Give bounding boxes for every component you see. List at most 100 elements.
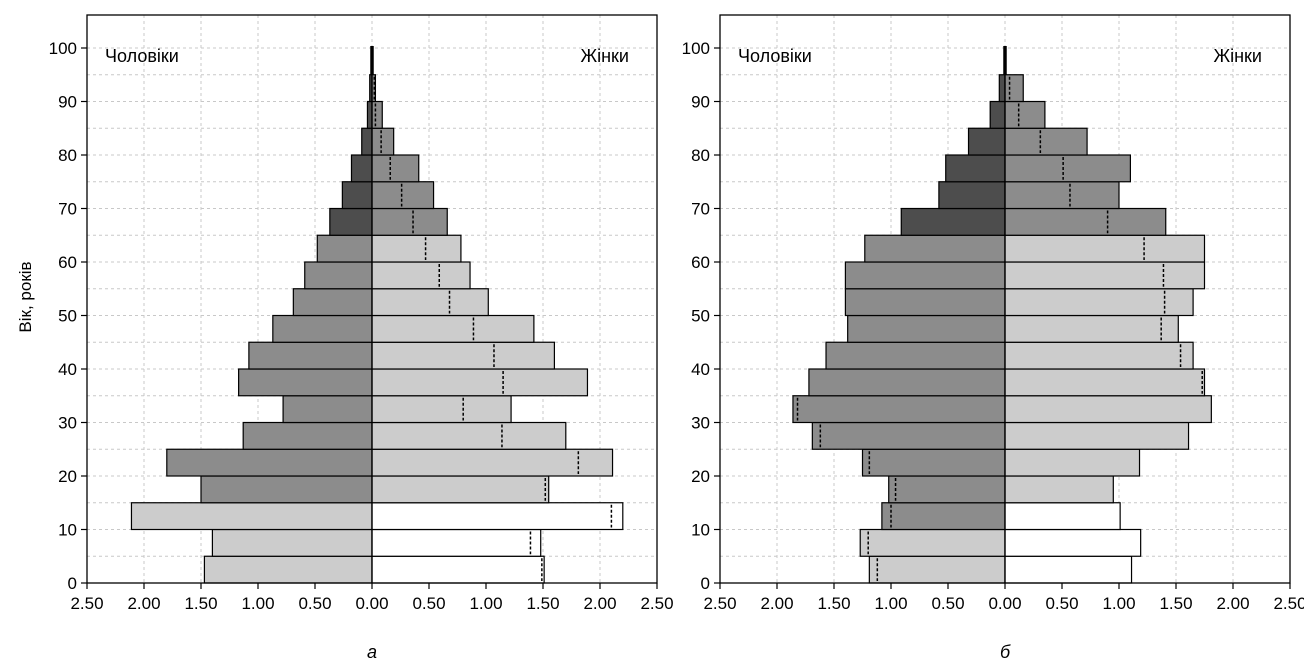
bar-women-85-89 bbox=[1004, 100, 1046, 129]
bar-women-5-9 bbox=[371, 528, 542, 557]
bar-women-30-34 bbox=[371, 395, 512, 424]
bar-women-90-94 bbox=[1004, 74, 1024, 103]
x-tick-label: 2.00 bbox=[1216, 594, 1249, 613]
y-tick-label: 30 bbox=[691, 414, 710, 433]
women-label: Жінки bbox=[581, 46, 630, 66]
bar-women-60-64 bbox=[1004, 234, 1206, 263]
x-tick-label: 2.00 bbox=[760, 594, 793, 613]
men-label: Чоловіки bbox=[738, 46, 812, 66]
y-tick-label: 90 bbox=[58, 93, 77, 112]
bar-men-85-89 bbox=[989, 100, 1006, 129]
bar-men-10-14 bbox=[881, 502, 1006, 531]
bar-men-70-74 bbox=[938, 181, 1006, 210]
x-tick-label: 1.00 bbox=[874, 594, 907, 613]
panel-caption: б bbox=[1000, 642, 1011, 662]
bar-men-5-9 bbox=[211, 528, 373, 557]
y-tick-label: 20 bbox=[58, 467, 77, 486]
bar-women-45-49 bbox=[371, 314, 535, 343]
bar-men-85-89 bbox=[366, 100, 373, 129]
y-tick-label: 70 bbox=[58, 200, 77, 219]
bar-men-80-84 bbox=[361, 127, 373, 156]
bar-men-90-94 bbox=[998, 74, 1006, 103]
bar-women-65-69 bbox=[1004, 207, 1167, 236]
bar-women-40-44 bbox=[371, 341, 555, 370]
bar-men-0-4 bbox=[868, 555, 1006, 584]
y-tick-label: 50 bbox=[58, 307, 77, 326]
y-tick-label: 0 bbox=[68, 574, 77, 593]
bar-men-60-64 bbox=[864, 234, 1006, 263]
bar-men-25-29 bbox=[811, 421, 1006, 450]
chart-panel-б: 0 10 20 30 40 50 60 70 80 90 100 2.50 2.00 1.50 1.00 0.… bbox=[682, 14, 1304, 662]
x-tick-label: 0.50 bbox=[298, 594, 331, 613]
bar-men-70-74 bbox=[341, 181, 373, 210]
bar-women-35-39 bbox=[371, 368, 589, 397]
y-tick-label: 70 bbox=[691, 200, 710, 219]
bar-women-25-29 bbox=[1004, 421, 1190, 450]
x-tick-label: 2.50 bbox=[70, 594, 103, 613]
bar-women-75-79 bbox=[371, 154, 420, 183]
bar-women-65-69 bbox=[371, 207, 448, 236]
bar-men-15-19 bbox=[888, 475, 1006, 504]
bar-men-25-29 bbox=[242, 421, 373, 450]
x-tick-label: 2.00 bbox=[583, 594, 616, 613]
bar-women-55-59 bbox=[1004, 261, 1206, 290]
y-axis-title: Вік, років bbox=[16, 261, 35, 332]
bar-men-65-69 bbox=[329, 207, 373, 236]
y-tick-label: 90 bbox=[691, 93, 710, 112]
bar-women-35-39 bbox=[1004, 368, 1206, 397]
bar-women-80-84 bbox=[1004, 127, 1088, 156]
y-tick-label: 40 bbox=[691, 360, 710, 379]
x-tick-label: 1.00 bbox=[1102, 594, 1135, 613]
bar-women-75-79 bbox=[1004, 154, 1132, 183]
y-tick-label: 100 bbox=[49, 39, 77, 58]
y-tick-label: 50 bbox=[691, 307, 710, 326]
y-tick-label: 60 bbox=[58, 253, 77, 272]
y-tick-label: 80 bbox=[58, 146, 77, 165]
bar-women-10-14 bbox=[1004, 502, 1121, 531]
panel-caption: а bbox=[367, 642, 377, 662]
bar-women-15-19 bbox=[371, 475, 550, 504]
y-tick-label: 20 bbox=[691, 467, 710, 486]
x-tick-label: 1.50 bbox=[184, 594, 217, 613]
bar-women-60-64 bbox=[371, 234, 462, 263]
x-tick-label: 0.50 bbox=[412, 594, 445, 613]
y-tick-label: 40 bbox=[58, 360, 77, 379]
y-tick-label: 100 bbox=[682, 39, 710, 58]
women-label: Жінки bbox=[1214, 46, 1263, 66]
bar-men-0-4 bbox=[203, 555, 373, 584]
bar-men-20-24 bbox=[861, 448, 1006, 477]
y-tick-label: 10 bbox=[691, 521, 710, 540]
bar-men-55-59 bbox=[304, 261, 373, 290]
x-tick-label: 2.50 bbox=[703, 594, 736, 613]
y-tick-label: 30 bbox=[58, 414, 77, 433]
x-tick-label: 0.50 bbox=[1045, 594, 1078, 613]
bar-women-0-4 bbox=[1004, 555, 1133, 584]
bar-men-15-19 bbox=[200, 475, 373, 504]
bar-men-75-79 bbox=[350, 154, 373, 183]
bar-men-5-9 bbox=[859, 528, 1006, 557]
bar-men-35-39 bbox=[238, 368, 373, 397]
bar-men-40-44 bbox=[248, 341, 373, 370]
bar-women-5-9 bbox=[1004, 528, 1142, 557]
x-tick-label: 2.50 bbox=[640, 594, 673, 613]
x-tick-label: 1.50 bbox=[526, 594, 559, 613]
bar-men-40-44 bbox=[825, 341, 1006, 370]
bar-women-25-29 bbox=[371, 421, 567, 450]
bar-men-55-59 bbox=[844, 261, 1006, 290]
x-tick-label: 0.00 bbox=[988, 594, 1021, 613]
bar-women-15-19 bbox=[1004, 475, 1114, 504]
y-tick-label: 80 bbox=[691, 146, 710, 165]
bar-women-80-84 bbox=[371, 127, 395, 156]
y-tick-label: 60 bbox=[691, 253, 710, 272]
bar-men-50-54 bbox=[844, 288, 1006, 317]
bar-men-20-24 bbox=[166, 448, 373, 477]
bar-men-45-49 bbox=[847, 314, 1006, 343]
x-tick-label: 2.50 bbox=[1273, 594, 1304, 613]
x-tick-label: 1.00 bbox=[469, 594, 502, 613]
bar-men-30-34 bbox=[282, 395, 373, 424]
bar-women-70-74 bbox=[1004, 181, 1120, 210]
bar-women-50-54 bbox=[371, 288, 489, 317]
bar-women-50-54 bbox=[1004, 288, 1194, 317]
bar-women-20-24 bbox=[1004, 448, 1141, 477]
bar-women-30-34 bbox=[1004, 395, 1212, 424]
